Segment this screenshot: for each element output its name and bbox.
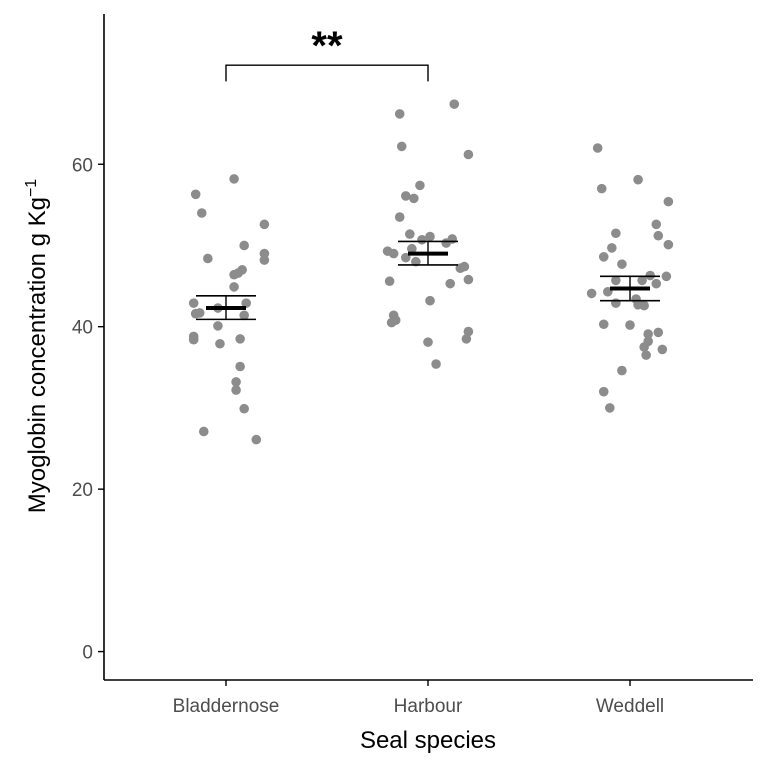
data-point bbox=[607, 243, 617, 253]
data-point bbox=[409, 193, 419, 204]
data-point bbox=[251, 434, 262, 445]
data-point bbox=[645, 270, 655, 281]
data-point bbox=[605, 403, 615, 413]
data-point bbox=[598, 252, 609, 262]
data-point bbox=[198, 426, 209, 437]
data-point bbox=[639, 342, 649, 352]
y-axis-title-superscript: −1 bbox=[23, 179, 40, 197]
data-point bbox=[239, 240, 249, 251]
data-point bbox=[653, 230, 664, 241]
x-axis-title: Seal species bbox=[360, 727, 496, 754]
y-tick-label: 20 bbox=[72, 480, 93, 501]
data-point bbox=[239, 403, 249, 414]
significance-label: ** bbox=[311, 24, 343, 68]
data-point bbox=[388, 248, 399, 259]
data-point bbox=[259, 255, 270, 265]
summary-bars bbox=[196, 240, 660, 321]
data-point bbox=[215, 338, 225, 349]
data-point bbox=[463, 274, 474, 285]
data-point bbox=[259, 219, 270, 230]
data-point bbox=[229, 282, 239, 292]
x-tick-label: Weddell bbox=[596, 696, 664, 717]
data-points bbox=[188, 99, 674, 445]
data-point bbox=[637, 275, 647, 286]
data-point bbox=[617, 259, 627, 269]
data-point bbox=[239, 310, 249, 321]
data-point bbox=[657, 344, 668, 355]
data-point bbox=[425, 231, 435, 242]
data-point bbox=[415, 180, 425, 191]
data-point bbox=[633, 174, 643, 185]
data-point bbox=[641, 350, 651, 360]
data-point bbox=[190, 189, 201, 200]
data-point bbox=[651, 219, 662, 230]
data-point bbox=[461, 334, 472, 344]
data-point bbox=[596, 183, 607, 194]
data-point bbox=[598, 386, 609, 397]
x-tick-label: Bladdernose bbox=[173, 696, 280, 717]
data-point bbox=[405, 229, 415, 239]
data-point bbox=[396, 141, 407, 152]
data-point bbox=[651, 278, 662, 289]
y-axis-title: Myoglobin concentration g Kg−1 bbox=[23, 179, 51, 514]
data-point bbox=[394, 109, 405, 119]
data-point bbox=[445, 278, 456, 289]
data-point bbox=[598, 319, 609, 330]
data-point bbox=[625, 320, 635, 330]
data-point bbox=[231, 385, 241, 395]
data-point bbox=[411, 256, 421, 267]
y-axis-ticks: 0 20 40 60 bbox=[72, 155, 104, 664]
data-point bbox=[463, 149, 474, 160]
data-point bbox=[425, 295, 435, 306]
data-point bbox=[611, 228, 621, 239]
data-point bbox=[661, 271, 672, 282]
data-point bbox=[196, 208, 207, 218]
data-point bbox=[213, 321, 223, 331]
data-point bbox=[617, 365, 627, 376]
data-point bbox=[229, 174, 239, 184]
data-point bbox=[235, 334, 245, 344]
data-point bbox=[203, 253, 213, 264]
data-point bbox=[235, 361, 245, 372]
significance-annotations: ** bbox=[225, 24, 429, 82]
x-axis-ticks: Bladdernose Harbour Weddell bbox=[173, 680, 664, 717]
data-point bbox=[455, 263, 466, 274]
y-tick-label: 60 bbox=[72, 155, 93, 176]
data-point bbox=[423, 337, 433, 347]
significance-bracket bbox=[225, 64, 429, 82]
data-point bbox=[384, 276, 395, 287]
data-point bbox=[449, 99, 460, 109]
data-point bbox=[386, 317, 397, 328]
data-point bbox=[586, 288, 597, 299]
data-point bbox=[643, 329, 653, 339]
data-point bbox=[441, 238, 451, 248]
data-point bbox=[611, 298, 621, 308]
x-tick-label: Harbour bbox=[394, 696, 463, 717]
y-axis-title-main: Myoglobin concentration g Kg bbox=[24, 197, 51, 513]
data-point bbox=[229, 269, 239, 280]
data-point bbox=[611, 275, 621, 286]
data-point bbox=[407, 243, 417, 254]
data-point bbox=[241, 298, 251, 308]
data-point bbox=[663, 239, 674, 250]
data-point bbox=[400, 191, 411, 201]
data-point bbox=[194, 308, 205, 318]
data-point bbox=[417, 234, 427, 245]
data-point bbox=[394, 212, 405, 222]
y-tick-label: 40 bbox=[72, 318, 93, 339]
data-point bbox=[663, 196, 674, 207]
data-point bbox=[431, 359, 441, 369]
data-point bbox=[653, 327, 664, 338]
data-point bbox=[639, 300, 649, 311]
data-point bbox=[592, 143, 603, 153]
data-point bbox=[463, 326, 474, 337]
axes bbox=[103, 14, 753, 681]
y-tick-label: 0 bbox=[82, 643, 93, 664]
data-point bbox=[231, 377, 241, 387]
data-point bbox=[188, 298, 199, 308]
data-point bbox=[188, 334, 199, 345]
